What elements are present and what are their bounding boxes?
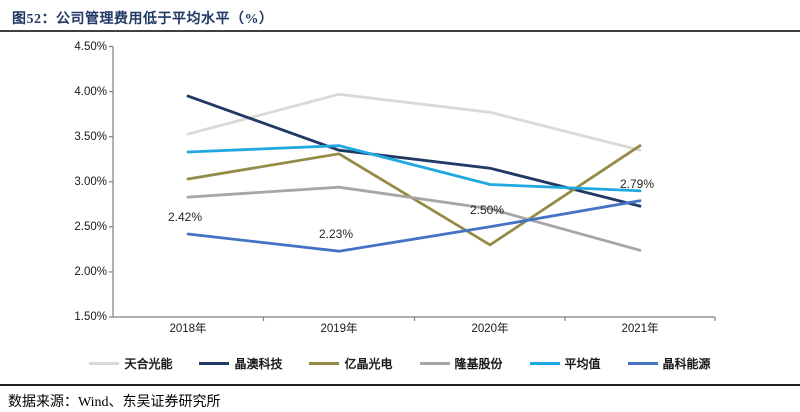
legend-line-swatch	[627, 361, 658, 365]
y-tick-label: 2.00%	[74, 265, 107, 278]
legend-label: 晶科能源	[662, 356, 711, 371]
y-tick-label: 3.00%	[74, 175, 107, 188]
y-tick-label: 2.50%	[74, 220, 107, 233]
series-line-4	[186, 144, 642, 193]
legend-label: 隆基股份	[454, 356, 503, 371]
point-value-label: 2.50%	[470, 202, 505, 217]
series-line-5	[186, 199, 642, 253]
y-tick-label: 3.50%	[74, 130, 107, 143]
x-tick-label: 2018年	[169, 323, 207, 335]
y-tick-label: 4.50%	[74, 40, 107, 53]
point-value-label: 2.23%	[319, 227, 354, 242]
point-value-label: 2.42%	[168, 210, 203, 225]
data-source-note: 数据来源：Wind、东吴证券研究所	[8, 395, 221, 410]
legend-line-swatch	[529, 361, 560, 365]
legend-item-5: 晶科能源	[627, 355, 711, 372]
legend-item-3: 隆基股份	[419, 355, 503, 372]
legend-line-swatch	[309, 361, 340, 365]
legend-label: 天合光能	[124, 356, 173, 371]
series-line-2	[186, 144, 642, 247]
legend-line-swatch	[89, 361, 120, 365]
legend-item-4: 平均值	[529, 355, 601, 372]
figure-title-row: 图52：公司管理费用低于平均水平（%）	[12, 8, 788, 28]
y-tick-label: 1.50%	[74, 311, 107, 323]
series-line-0	[186, 92, 642, 152]
x-tick-label: 2019年	[320, 323, 358, 335]
x-tick-label: 2021年	[621, 323, 659, 335]
legend-label: 晶澳科技	[234, 356, 283, 371]
legend-line-swatch	[199, 361, 230, 365]
y-tick-label: 4.00%	[74, 85, 107, 98]
chart-legend: 天合光能 晶澳科技 亿晶光电 隆基股份 平均值 晶科能源	[0, 353, 800, 373]
legend-label: 平均值	[564, 356, 601, 371]
x-tick-label: 2020年	[471, 323, 509, 335]
footer-divider	[0, 384, 800, 386]
series-line-3	[186, 185, 642, 252]
line-chart-plot-area	[109, 45, 716, 321]
legend-item-1: 晶澳科技	[199, 355, 282, 372]
figure-title: 图52：公司管理费用低于平均水平（%）	[12, 12, 274, 27]
legend-item-2: 亿晶光电	[309, 355, 393, 372]
title-divider	[0, 30, 800, 32]
point-value-label: 2.79%	[620, 176, 655, 191]
legend-label: 亿晶光电	[344, 356, 393, 371]
legend-item-0: 天合光能	[89, 355, 172, 372]
legend-line-swatch	[419, 361, 450, 365]
